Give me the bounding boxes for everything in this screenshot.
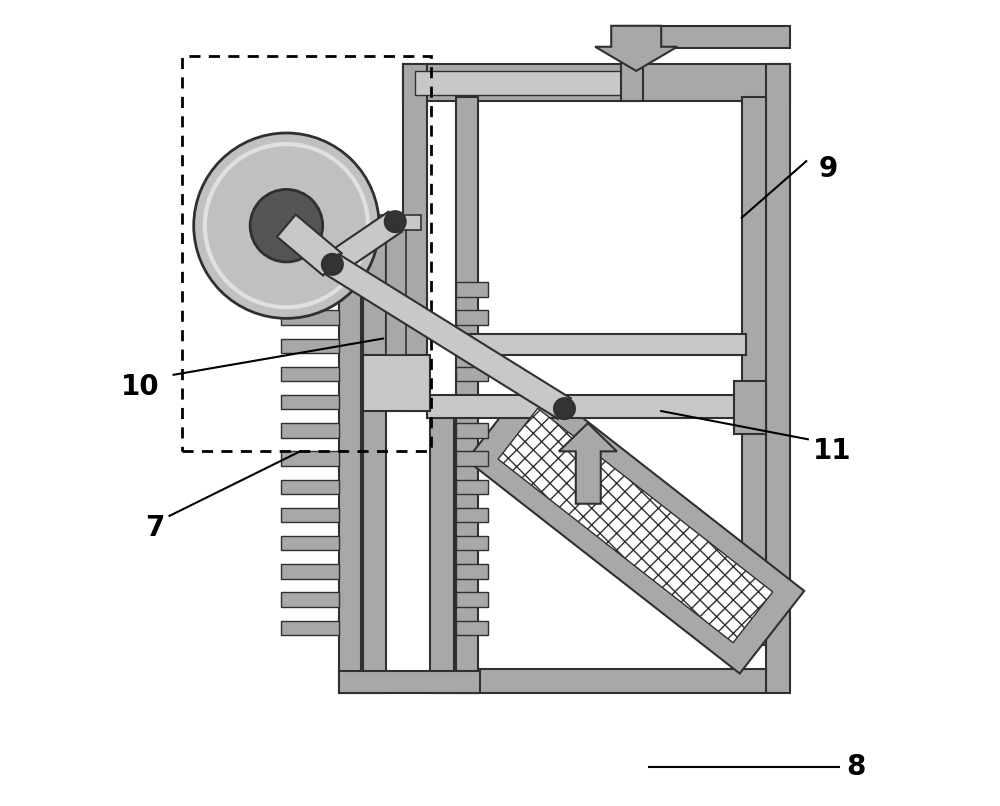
Bar xyxy=(339,671,480,693)
Circle shape xyxy=(322,254,343,275)
Bar xyxy=(621,32,643,101)
Bar xyxy=(456,367,488,381)
Bar xyxy=(363,355,430,411)
Bar xyxy=(373,215,421,230)
Bar xyxy=(427,395,742,418)
Bar xyxy=(456,339,488,353)
Text: 11: 11 xyxy=(813,438,851,465)
Bar xyxy=(456,423,488,438)
Bar xyxy=(281,564,339,579)
Bar xyxy=(766,64,790,693)
Bar xyxy=(363,226,386,693)
Bar xyxy=(742,97,766,645)
Bar xyxy=(456,451,488,466)
Bar xyxy=(281,536,339,550)
Bar xyxy=(456,480,488,494)
Bar xyxy=(456,508,488,522)
Bar xyxy=(403,64,790,101)
Bar xyxy=(281,310,339,325)
Bar xyxy=(403,64,427,411)
Bar xyxy=(281,395,339,409)
Bar xyxy=(621,26,790,48)
Circle shape xyxy=(554,398,575,419)
Bar xyxy=(734,381,766,434)
Polygon shape xyxy=(498,409,773,642)
Bar xyxy=(456,592,488,607)
Bar xyxy=(339,226,361,693)
Circle shape xyxy=(385,211,406,232)
Bar xyxy=(281,367,339,381)
Bar xyxy=(281,621,339,635)
Text: 7: 7 xyxy=(145,514,165,542)
Bar xyxy=(456,621,488,635)
Text: 8: 8 xyxy=(847,754,866,781)
Bar xyxy=(281,592,339,607)
Bar xyxy=(281,451,339,466)
Bar xyxy=(430,411,454,693)
Bar xyxy=(456,536,488,550)
Bar xyxy=(281,339,339,353)
Bar xyxy=(386,226,406,355)
Text: 10: 10 xyxy=(121,373,160,401)
Bar xyxy=(456,334,746,355)
Polygon shape xyxy=(467,377,804,674)
Polygon shape xyxy=(326,212,402,274)
Bar xyxy=(415,71,639,95)
Bar xyxy=(456,669,766,693)
Bar xyxy=(281,508,339,522)
Bar xyxy=(456,411,478,693)
Polygon shape xyxy=(595,26,677,71)
Bar xyxy=(281,480,339,494)
Polygon shape xyxy=(559,423,617,504)
Circle shape xyxy=(194,133,379,318)
Bar xyxy=(456,97,478,411)
Polygon shape xyxy=(277,214,342,276)
Bar xyxy=(281,423,339,438)
Bar xyxy=(456,310,488,325)
Bar xyxy=(456,395,488,409)
Circle shape xyxy=(250,189,323,262)
Polygon shape xyxy=(326,254,571,419)
Bar xyxy=(456,564,488,579)
Bar xyxy=(456,282,488,297)
Text: 9: 9 xyxy=(818,156,838,183)
Bar xyxy=(281,282,339,297)
